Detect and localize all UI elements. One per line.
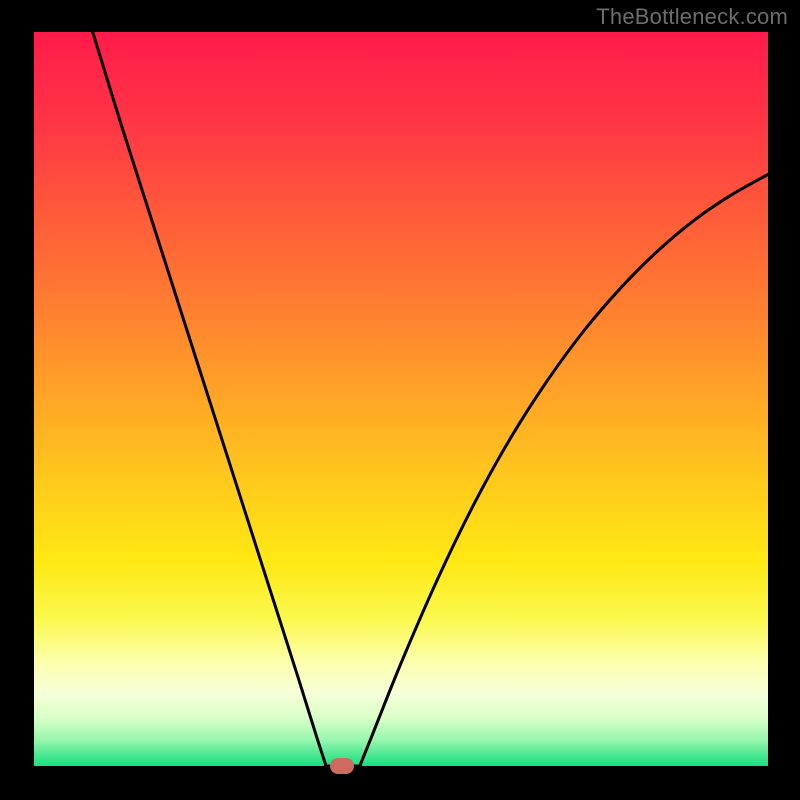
chart-plot-area xyxy=(34,32,768,766)
bottleneck-curve xyxy=(34,32,768,766)
optimal-point-marker xyxy=(330,758,354,774)
watermark-text: TheBottleneck.com xyxy=(596,4,788,30)
curve-path xyxy=(93,32,768,766)
